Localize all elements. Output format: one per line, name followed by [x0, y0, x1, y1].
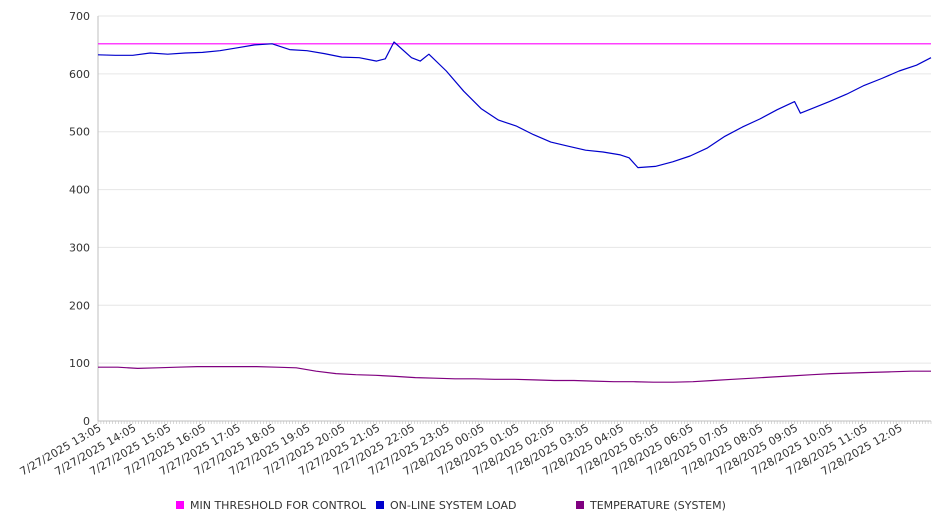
y-tick-label: 700: [69, 10, 90, 23]
legend: MIN THRESHOLD FOR CONTROL ON-LINE SYSTEM …: [176, 499, 726, 512]
y-tick-label: 200: [69, 299, 90, 312]
legend-swatch: [176, 501, 184, 509]
series-line-2: [97, 41, 932, 169]
series-lines: [97, 41, 932, 383]
y-tick-label: 400: [69, 184, 90, 197]
grid-lines: [98, 15, 931, 422]
x-axis: 7/27/2025 13:057/27/2025 14:057/27/2025 …: [18, 16, 932, 478]
legend-item: TEMPERATURE (SYSTEM): [576, 499, 726, 512]
legend-swatch: [576, 501, 584, 509]
legend-label: TEMPERATURE (SYSTEM): [589, 499, 726, 512]
series-line-3: [98, 366, 931, 383]
legend-label: MIN THRESHOLD FOR CONTROL: [190, 499, 367, 512]
legend-item: MIN THRESHOLD FOR CONTROL: [176, 499, 367, 512]
y-tick-label: 300: [69, 241, 90, 254]
legend-swatch: [376, 501, 384, 509]
legend-label: ON-LINE SYSTEM LOAD: [390, 499, 516, 512]
y-axis: 0 100 200 300 400 500 600 700: [69, 10, 90, 428]
y-tick-label: 600: [69, 68, 90, 81]
legend-item: ON-LINE SYSTEM LOAD: [376, 499, 516, 512]
y-tick-label: 0: [83, 415, 90, 428]
y-tick-label: 100: [69, 357, 90, 370]
y-tick-label: 500: [69, 126, 90, 139]
